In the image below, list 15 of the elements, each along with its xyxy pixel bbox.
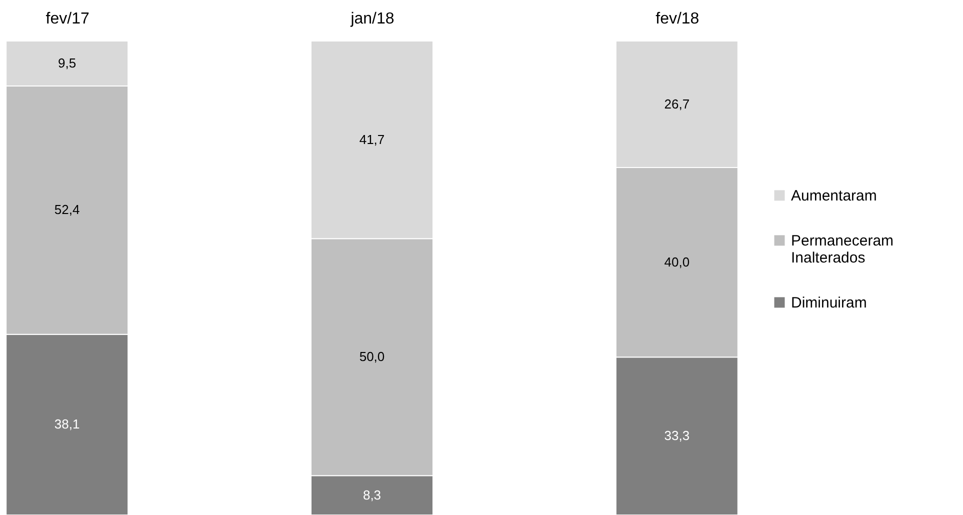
data-label: 26,7: [664, 96, 690, 112]
data-label: 41,7: [359, 132, 385, 147]
data-label: 52,4: [54, 202, 80, 218]
data-label: 40,0: [664, 254, 690, 270]
legend-label: Permaneceram Inalterados: [791, 232, 894, 266]
data-label: 8,3: [362, 487, 382, 502]
x-tick-label: jan/18: [350, 10, 394, 28]
x-tick-label: fev/18: [656, 10, 700, 28]
data-label: 38,1: [54, 416, 80, 432]
data-label: 9,5: [58, 56, 76, 71]
data-label: 50,0: [359, 349, 385, 364]
data-label: 33,3: [664, 428, 690, 444]
legend-label: Aumentaram: [791, 187, 877, 204]
legend-label: Diminuiram: [791, 294, 867, 312]
x-tick-label: fev/17: [46, 10, 90, 28]
